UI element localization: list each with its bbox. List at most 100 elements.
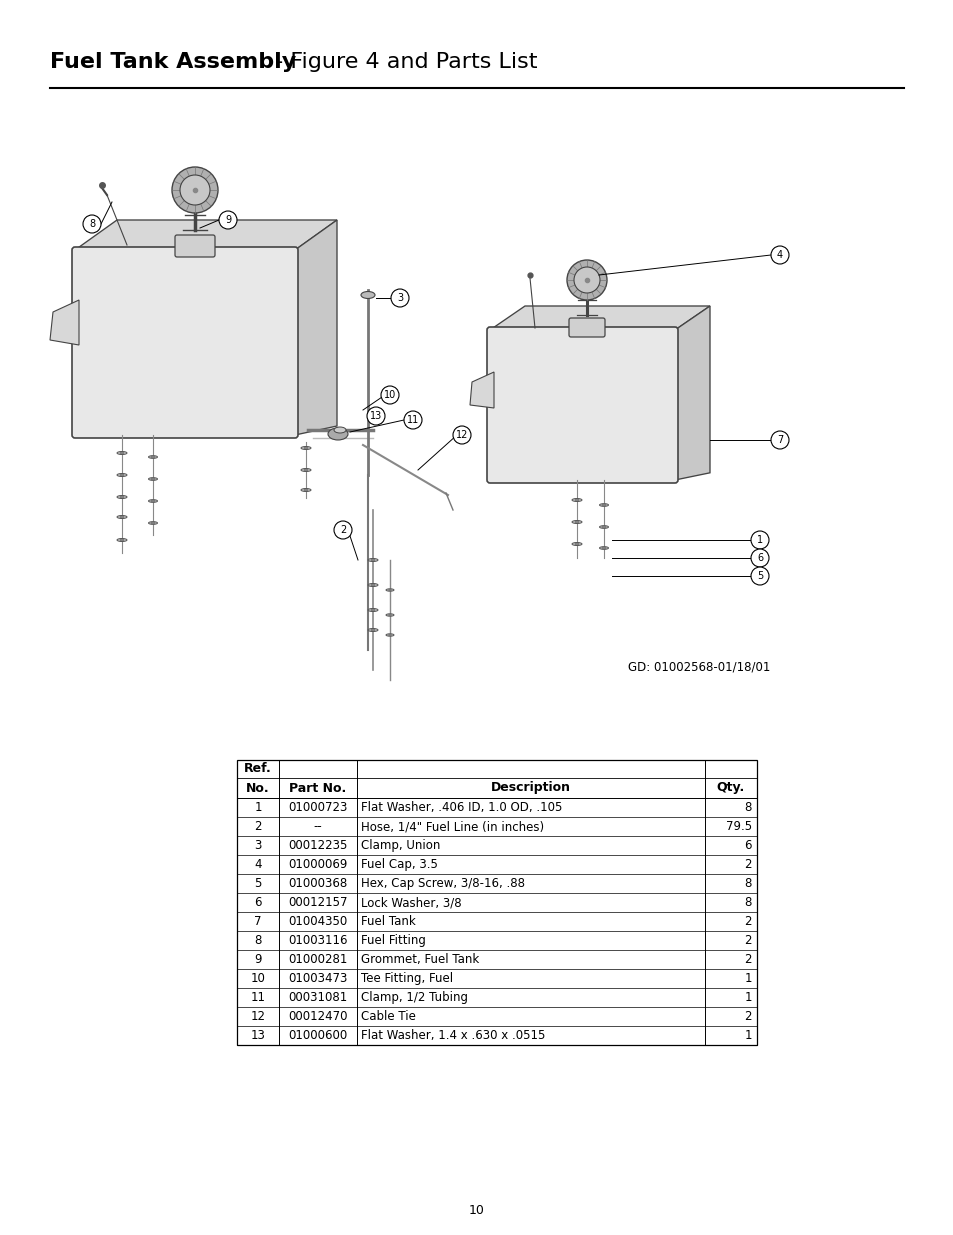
Text: Flat Washer, .406 ID, 1.0 OD, .105: Flat Washer, .406 ID, 1.0 OD, .105 [360, 802, 561, 814]
Text: 6: 6 [756, 553, 762, 563]
Ellipse shape [386, 634, 394, 636]
Text: Hose, 1/4" Fuel Line (in inches): Hose, 1/4" Fuel Line (in inches) [360, 820, 543, 832]
Ellipse shape [149, 500, 157, 503]
Text: 6: 6 [743, 839, 751, 852]
Text: 01000600: 01000600 [288, 1029, 347, 1042]
Text: 13: 13 [251, 1029, 265, 1042]
Text: 10: 10 [251, 972, 265, 986]
FancyBboxPatch shape [486, 327, 678, 483]
Text: 9: 9 [225, 215, 231, 225]
Text: 2: 2 [743, 858, 751, 871]
Text: 7: 7 [776, 435, 782, 445]
Text: 8: 8 [744, 877, 751, 890]
Text: 11: 11 [251, 990, 265, 1004]
Text: 2: 2 [339, 525, 346, 535]
Text: Description: Description [491, 782, 571, 794]
Text: 3: 3 [254, 839, 261, 852]
Circle shape [334, 521, 352, 538]
Circle shape [172, 167, 218, 212]
Ellipse shape [368, 583, 377, 587]
Text: 1: 1 [743, 990, 751, 1004]
Circle shape [770, 246, 788, 264]
Ellipse shape [368, 558, 377, 562]
Text: Lock Washer, 3/8: Lock Washer, 3/8 [360, 897, 461, 909]
Text: 6: 6 [254, 897, 261, 909]
Text: 01000368: 01000368 [288, 877, 347, 890]
Text: 4: 4 [254, 858, 261, 871]
Circle shape [219, 211, 236, 228]
Text: 01003116: 01003116 [288, 934, 348, 947]
Text: 00031081: 00031081 [288, 990, 347, 1004]
Circle shape [453, 426, 471, 445]
Text: --: -- [314, 820, 322, 832]
Circle shape [391, 289, 409, 308]
Ellipse shape [572, 542, 581, 546]
Text: No.: No. [246, 782, 270, 794]
Ellipse shape [386, 614, 394, 616]
Ellipse shape [117, 515, 127, 519]
Text: 2: 2 [743, 1010, 751, 1023]
Text: 8: 8 [89, 219, 95, 228]
Circle shape [367, 408, 385, 425]
Text: 8: 8 [254, 934, 261, 947]
Text: Fuel Cap, 3.5: Fuel Cap, 3.5 [360, 858, 437, 871]
Text: 01003473: 01003473 [288, 972, 347, 986]
Text: 10: 10 [469, 1203, 484, 1216]
Text: Part No.: Part No. [289, 782, 346, 794]
Text: 3: 3 [396, 293, 402, 303]
Text: 00012235: 00012235 [288, 839, 347, 852]
Circle shape [574, 267, 599, 293]
Text: 01004350: 01004350 [288, 915, 347, 927]
Text: 1: 1 [254, 802, 261, 814]
Circle shape [750, 567, 768, 585]
Ellipse shape [334, 427, 346, 433]
Text: 9: 9 [254, 953, 261, 966]
Ellipse shape [149, 456, 157, 458]
FancyBboxPatch shape [568, 317, 604, 337]
Text: 5: 5 [254, 877, 261, 890]
Ellipse shape [598, 526, 608, 529]
Text: 7: 7 [254, 915, 261, 927]
Text: 01000723: 01000723 [288, 802, 347, 814]
Text: Flat Washer, 1.4 x .630 x .0515: Flat Washer, 1.4 x .630 x .0515 [360, 1029, 545, 1042]
Text: 1: 1 [743, 972, 751, 986]
Ellipse shape [360, 291, 375, 299]
Text: 8: 8 [744, 897, 751, 909]
FancyBboxPatch shape [71, 247, 297, 438]
Text: 2: 2 [254, 820, 261, 832]
Ellipse shape [301, 447, 311, 450]
Text: 11: 11 [406, 415, 418, 425]
Text: 1: 1 [743, 1029, 751, 1042]
Ellipse shape [117, 473, 127, 477]
Text: Clamp, Union: Clamp, Union [360, 839, 440, 852]
Text: 13: 13 [370, 411, 382, 421]
Text: - Figure 4 and Parts List: - Figure 4 and Parts List [268, 52, 537, 72]
Text: 5: 5 [756, 571, 762, 580]
Ellipse shape [328, 429, 348, 440]
Text: Fuel Tank Assembly: Fuel Tank Assembly [50, 52, 296, 72]
Ellipse shape [386, 589, 394, 592]
Text: 1: 1 [756, 535, 762, 545]
Text: Fuel Tank: Fuel Tank [360, 915, 416, 927]
Ellipse shape [149, 478, 157, 480]
Ellipse shape [598, 547, 608, 550]
Circle shape [83, 215, 101, 233]
Ellipse shape [368, 609, 377, 611]
Bar [236, 760, 757, 1045]
Ellipse shape [117, 538, 127, 541]
Text: 2: 2 [743, 934, 751, 947]
Ellipse shape [117, 495, 127, 499]
Text: 01000069: 01000069 [288, 858, 347, 871]
Ellipse shape [149, 521, 157, 525]
Text: 10: 10 [383, 390, 395, 400]
FancyBboxPatch shape [174, 235, 214, 257]
Polygon shape [50, 300, 79, 345]
Polygon shape [490, 306, 709, 330]
Ellipse shape [598, 504, 608, 506]
Circle shape [750, 531, 768, 550]
Text: 2: 2 [743, 915, 751, 927]
Text: 12: 12 [251, 1010, 265, 1023]
Ellipse shape [572, 499, 581, 501]
Polygon shape [675, 306, 709, 480]
Text: Hex, Cap Screw, 3/8-16, .88: Hex, Cap Screw, 3/8-16, .88 [360, 877, 524, 890]
